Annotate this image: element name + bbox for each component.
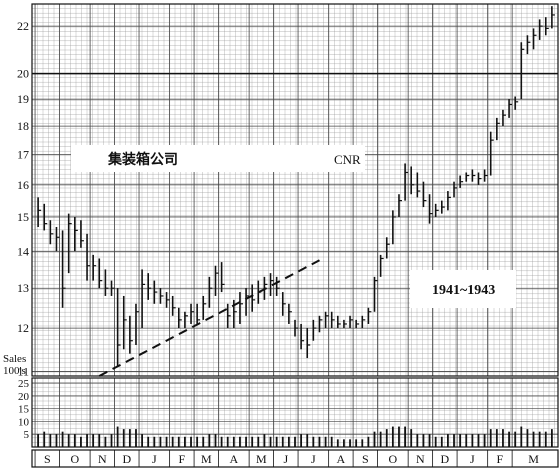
volume-tick-label: 15 xyxy=(18,404,30,416)
volume-tick-label: 10 xyxy=(18,416,30,428)
month-label: A xyxy=(230,452,239,466)
volume-tick-label: 20 xyxy=(18,391,30,403)
price-bars xyxy=(37,6,555,367)
price-tick-label: 11 xyxy=(17,364,29,378)
price-tick-label: 15 xyxy=(17,210,29,224)
volume-bars xyxy=(37,426,553,447)
month-label: S xyxy=(362,452,369,466)
price-tick-label: 20 xyxy=(17,67,29,81)
dashed-trendline xyxy=(98,259,320,377)
volume-tick-label: 25 xyxy=(18,378,30,390)
month-label: O xyxy=(389,452,398,466)
month-strip-frame xyxy=(31,449,559,468)
ticker-label: CNR xyxy=(334,152,361,167)
month-label: D xyxy=(122,452,131,466)
period-box xyxy=(410,270,516,308)
price-tick-labels: 11 12 13 14 15 16 17 18 19 20 22 xyxy=(17,19,29,378)
price-tick-label: 14 xyxy=(17,244,29,258)
month-label: A xyxy=(337,452,346,466)
month-label: M xyxy=(256,452,267,466)
volume-axis-label-line2: 100's xyxy=(3,365,26,377)
month-label: O xyxy=(70,452,79,466)
month-label: F xyxy=(179,452,186,466)
chart-title: 集装箱公司 xyxy=(107,151,178,168)
month-label: J xyxy=(311,452,316,466)
price-tick-label: 22 xyxy=(17,19,29,33)
month-label: M xyxy=(528,452,539,466)
price-tick-label: 16 xyxy=(17,178,29,192)
month-label: J xyxy=(283,452,288,466)
volume-panel-frame xyxy=(31,377,559,448)
price-tick-label: 17 xyxy=(17,148,29,162)
price-tick-label: 13 xyxy=(17,281,29,295)
title-box xyxy=(71,145,365,172)
month-label: J xyxy=(470,452,475,466)
volume-axis-label-line1: Sales xyxy=(3,353,26,365)
month-label: F xyxy=(497,452,504,466)
month-label: D xyxy=(441,452,450,466)
month-label: N xyxy=(98,452,107,466)
volume-tick-label: 5 xyxy=(24,429,30,441)
month-label: S xyxy=(44,452,51,466)
month-label: N xyxy=(416,452,425,466)
price-panel-frame xyxy=(31,3,559,377)
price-tick-label: 18 xyxy=(17,119,29,133)
price-tick-label: 19 xyxy=(17,92,29,106)
price-tick-label: 12 xyxy=(17,321,29,335)
month-label: J xyxy=(152,452,157,466)
month-label: M xyxy=(201,452,212,466)
period-label: 1941~1943 xyxy=(432,283,495,298)
